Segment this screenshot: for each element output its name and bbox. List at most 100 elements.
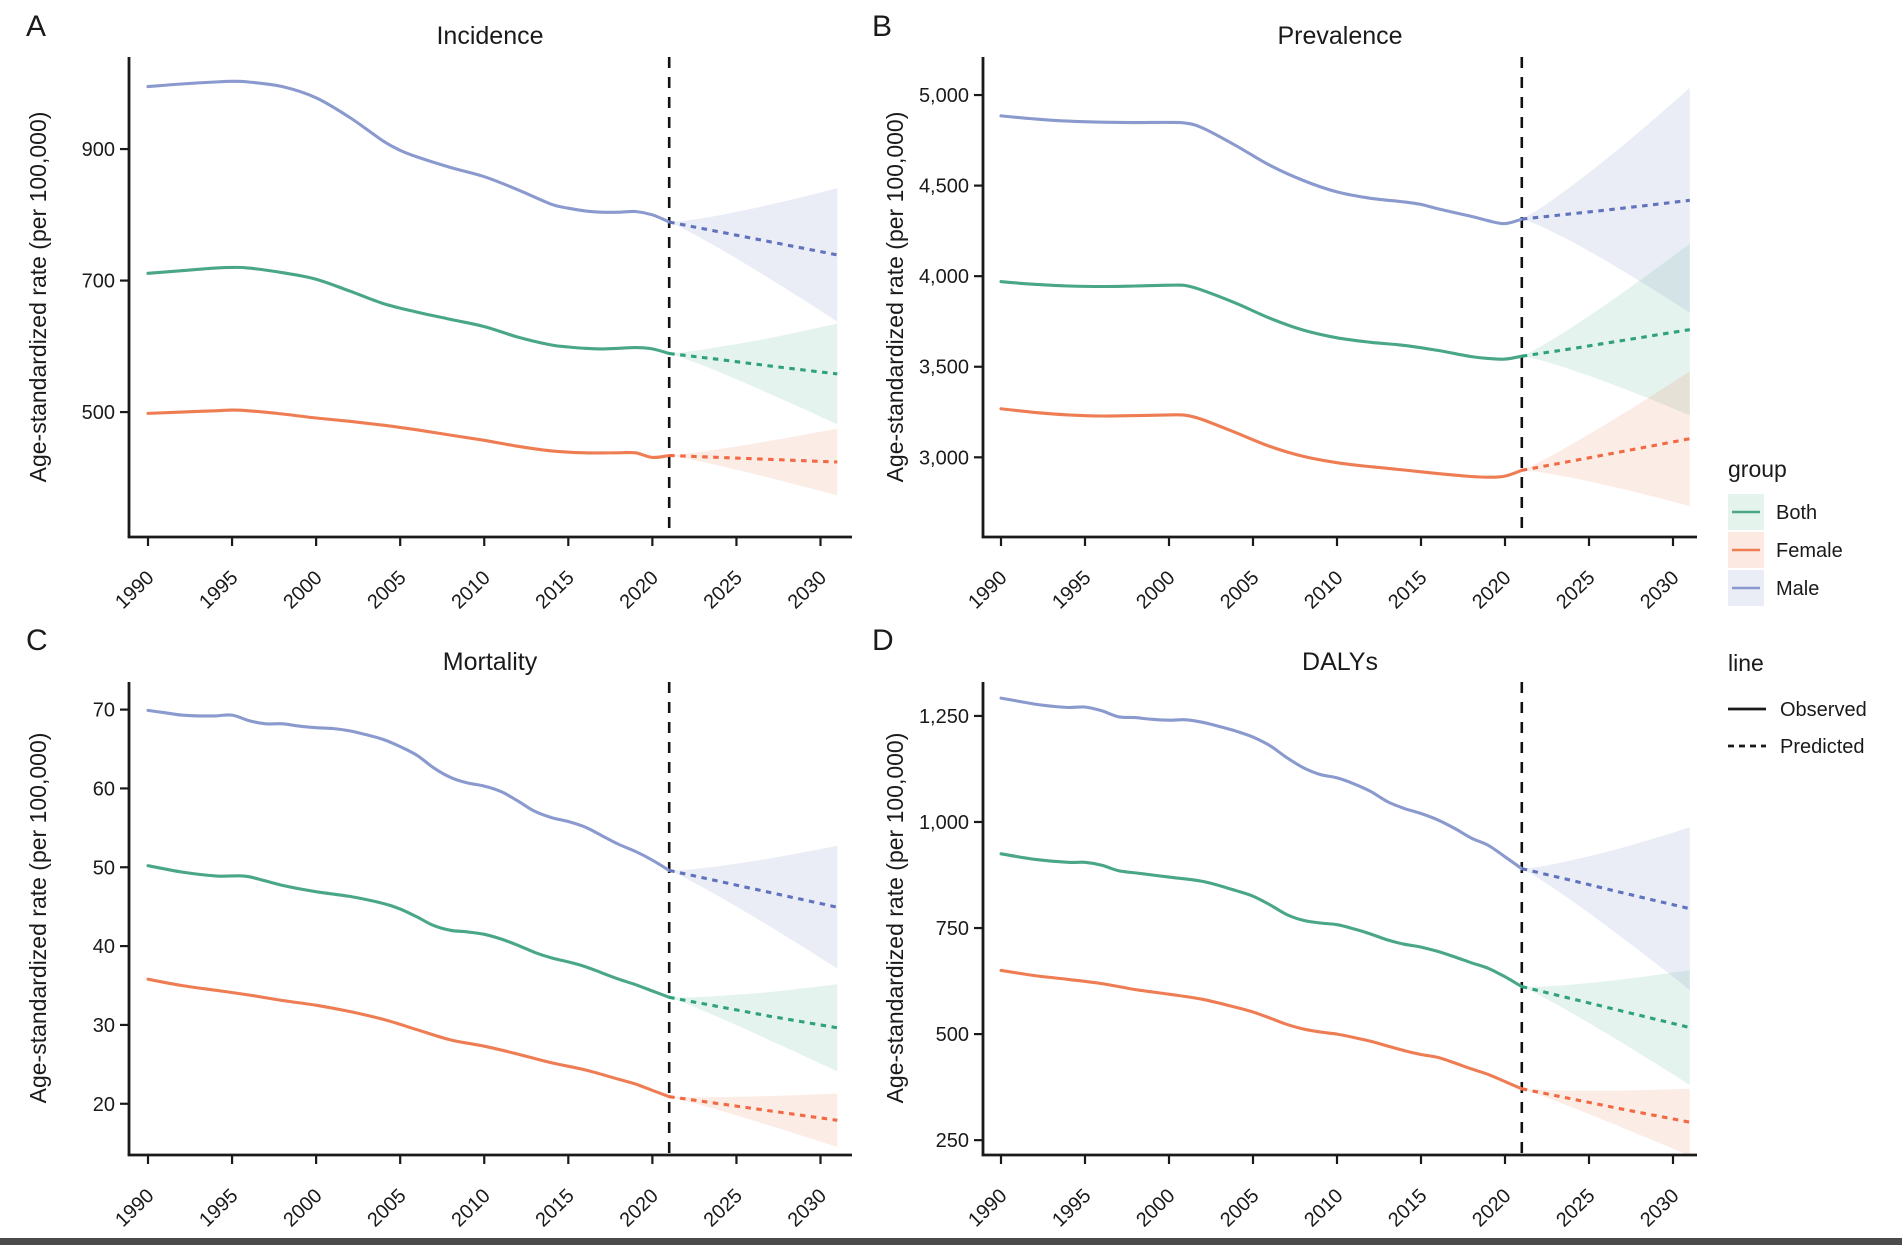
legend-label-predicted: Predicted: [1780, 736, 1865, 758]
panel-letter-a: A: [26, 10, 46, 43]
x-tick-label: 2000: [1132, 1185, 1179, 1232]
ci-band-male: [1521, 87, 1690, 313]
y-tick-label: 50: [93, 857, 115, 879]
x-tick-label: 1995: [195, 567, 242, 614]
x-tick-label: 2015: [1384, 1185, 1431, 1232]
observed-line-female: [146, 977, 671, 1099]
panel-letter-d: D: [872, 624, 894, 657]
legend-line-title: line: [1728, 650, 1764, 676]
legend-item-observed: Observed: [1728, 699, 1867, 721]
observed-line-male: [146, 708, 671, 872]
predicted-line-male: [1521, 867, 1691, 911]
x-tick-label: 2015: [1384, 567, 1431, 614]
x-tick-label: 2025: [700, 567, 747, 614]
observed-line-female: [999, 968, 1524, 1091]
x-tick-label: 2025: [700, 1185, 747, 1232]
predicted-line-male: [668, 868, 838, 909]
ci-band-both: [669, 323, 838, 425]
y-tick-label: 30: [93, 1015, 115, 1037]
plot-area-dalys: 250 500 750 1,000 1,250 1990 1995 2000 2005 2010 2…: [919, 682, 1697, 1232]
x-tick-label: 2020: [616, 1185, 663, 1232]
legend-item-female: Female: [1728, 532, 1843, 568]
ci-band-male: [669, 845, 838, 969]
x-tick-label: 2000: [279, 567, 326, 614]
x-tick-label: 2015: [531, 567, 578, 614]
x-tick-label: 1990: [964, 1185, 1011, 1232]
ci-band-female: [1521, 1088, 1690, 1156]
x-tick-label: 2030: [1636, 567, 1683, 614]
y-tick-label: 70: [93, 700, 115, 722]
x-tick-label: 2005: [363, 1185, 410, 1232]
panel-title-mortality: Mortality: [443, 648, 538, 676]
ci-band-both: [1521, 243, 1690, 416]
legend-label-female: Female: [1776, 540, 1843, 562]
y-axis-title: Age-standardized rate (per 100,000): [882, 733, 908, 1104]
legend-group-title: group: [1728, 456, 1787, 482]
observed-line-male: [146, 79, 671, 224]
x-tick-label: 1990: [964, 567, 1011, 614]
x-tick-label: 1990: [111, 567, 158, 614]
x-tick-label: 1990: [111, 1185, 158, 1232]
y-tick-label: 5,000: [919, 85, 969, 107]
ci-band-both: [1521, 970, 1690, 1086]
observed-line-both: [999, 852, 1524, 989]
y-tick-label: 1,250: [919, 706, 969, 728]
panel-mortality: C Mortality Age-standardized rate (per 1…: [25, 624, 852, 1232]
x-tick-label: 2020: [616, 567, 663, 614]
ci-band-male: [669, 188, 838, 322]
x-tick-label: 2025: [1552, 1185, 1599, 1232]
x-tick-label: 2030: [784, 567, 831, 614]
legend-label-male: Male: [1776, 578, 1819, 600]
y-tick-label: 60: [93, 778, 115, 800]
legend-label-both: Both: [1776, 502, 1817, 524]
x-tick-label: 1995: [1048, 567, 1095, 614]
x-tick-label: 2030: [1636, 1185, 1683, 1232]
observed-line-male: [999, 696, 1524, 871]
plot-area-prevalence: 3,000 3,500 4,000 4,500 5,000 1990 1995 2000 200…: [919, 57, 1697, 614]
y-tick-label: 4,000: [919, 266, 969, 288]
legend-group: group Both Female Male: [1728, 456, 1843, 606]
y-tick-label: 4,500: [919, 176, 969, 198]
panel-title-incidence: Incidence: [436, 22, 543, 50]
y-axis-title: Age-standardized rate (per 100,000): [882, 112, 908, 483]
x-tick-label: 2030: [784, 1185, 831, 1232]
y-tick-label: 700: [82, 271, 115, 293]
x-tick-label: 2005: [1216, 567, 1263, 614]
x-tick-label: 2005: [363, 567, 410, 614]
observed-line-male: [999, 114, 1524, 226]
x-tick-label: 2000: [279, 1185, 326, 1232]
y-tick-label: 500: [936, 1024, 969, 1046]
y-tick-label: 750: [936, 918, 969, 940]
plot-area-incidence: 500 700 900 1990 1995 2000 2005 2010 2015 2020 202…: [82, 57, 852, 614]
y-axis-title: Age-standardized rate (per 100,000): [25, 733, 51, 1104]
panel-letter-b: B: [872, 10, 892, 43]
x-tick-label: 2000: [1132, 567, 1179, 614]
x-tick-label: 2010: [447, 1185, 494, 1232]
predicted-line-both: [1521, 985, 1691, 1030]
panel-prevalence: B Prevalence Age-standardized rate (per …: [872, 10, 1697, 614]
observed-line-both: [146, 265, 671, 356]
panel-incidence: A Incidence Age-standardized rate (per 1…: [25, 10, 852, 614]
observed-line-female: [999, 407, 1524, 479]
x-tick-label: 2015: [531, 1185, 578, 1232]
x-tick-label: 2005: [1216, 1185, 1263, 1232]
figure-bottom-border: [0, 1238, 1902, 1245]
y-tick-label: 20: [93, 1094, 115, 1116]
y-tick-label: 3,500: [919, 357, 969, 379]
ci-band-female: [669, 428, 838, 496]
ci-band-female: [669, 1093, 838, 1147]
y-tick-label: 1,000: [919, 812, 969, 834]
y-tick-label: 250: [936, 1130, 969, 1152]
observed-line-both: [146, 864, 671, 999]
ci-band-both: [669, 984, 838, 1072]
x-tick-label: 2010: [1300, 1185, 1347, 1232]
x-tick-label: 2010: [447, 567, 494, 614]
x-tick-label: 1995: [195, 1185, 242, 1232]
ci-band-female: [1521, 371, 1690, 507]
legend-item-both: Both: [1728, 494, 1817, 530]
y-tick-label: 500: [82, 402, 115, 424]
y-tick-label: 40: [93, 936, 115, 958]
